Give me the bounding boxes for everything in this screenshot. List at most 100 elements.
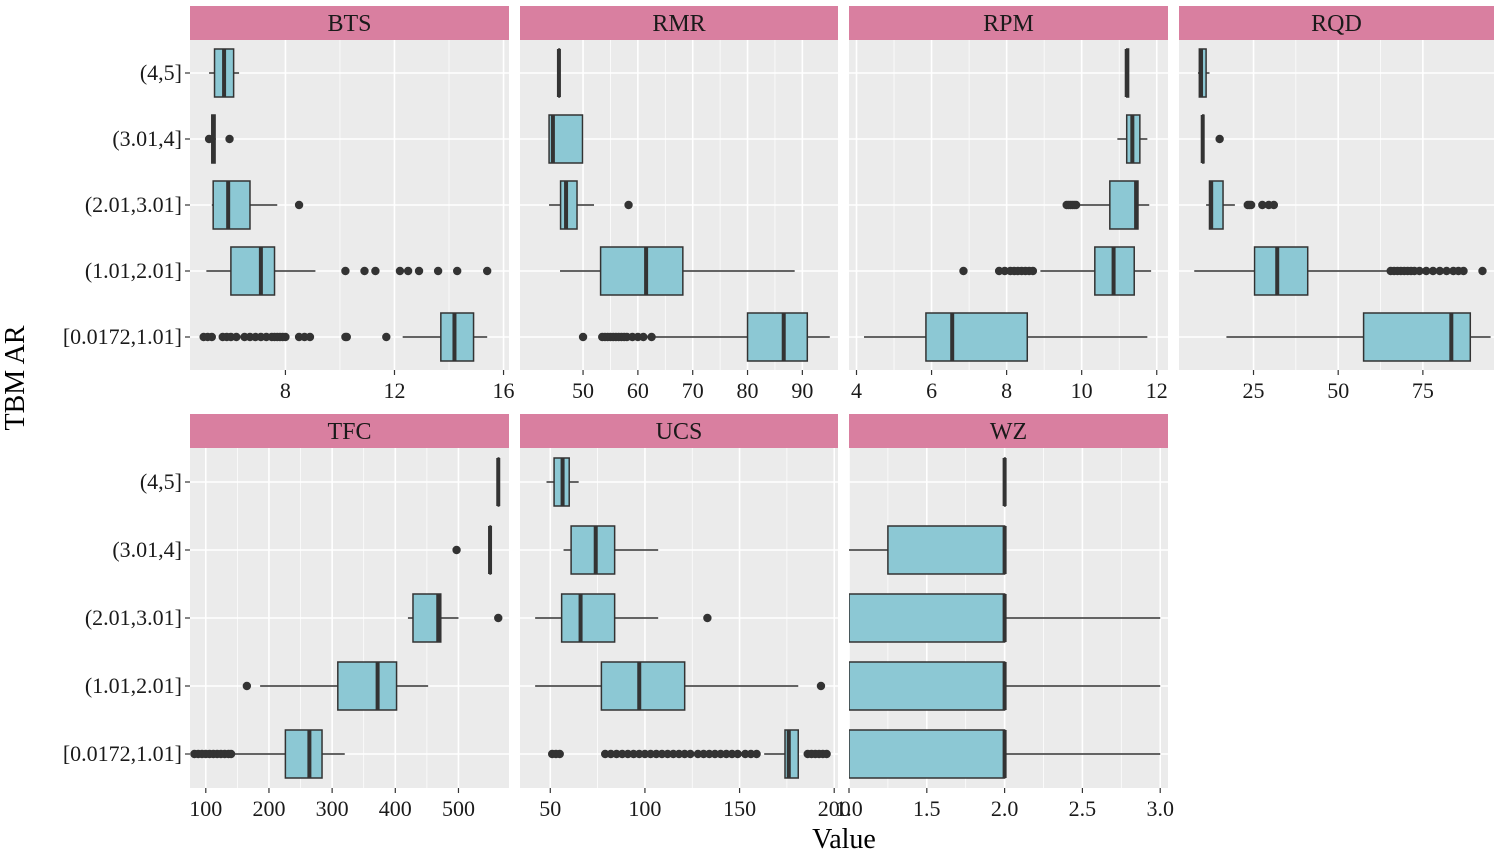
box-iqr xyxy=(570,525,616,575)
box-iqr xyxy=(560,593,616,643)
outlier-point xyxy=(959,266,968,276)
strip-rpm xyxy=(849,6,1168,40)
boxplot-rpm-1 xyxy=(959,246,1152,296)
boxplot-wz-1 xyxy=(849,661,1161,711)
y-tick-label: [0.0172,1.01] xyxy=(63,741,182,766)
boxplot-rqd-0 xyxy=(1226,312,1491,362)
y-tick-label: (2.01,3.01] xyxy=(85,605,182,630)
x-tick-label: 2.0 xyxy=(991,796,1019,821)
x-tick-label: 12 xyxy=(383,378,405,403)
outlier-point xyxy=(624,200,633,210)
box-iqr xyxy=(599,246,684,296)
box-iqr xyxy=(212,180,251,230)
strip-wz xyxy=(849,414,1168,448)
boxplot-wz-4 xyxy=(1002,457,1007,507)
box-iqr xyxy=(849,729,1006,779)
outlier-point xyxy=(1478,266,1487,276)
outlier-point xyxy=(482,266,492,276)
box-iqr xyxy=(559,180,578,230)
outlier-point xyxy=(816,681,826,691)
x-tick-label: 25 xyxy=(1243,378,1265,403)
outlier-point xyxy=(578,332,588,342)
outlier-point xyxy=(281,332,290,342)
outlier-point xyxy=(494,613,503,623)
strip-rmr xyxy=(520,6,838,40)
x-tick-label: 50 xyxy=(1327,378,1349,403)
outlier-point xyxy=(342,332,351,342)
box-iqr xyxy=(440,312,475,362)
box-iqr xyxy=(337,661,398,711)
x-tick-label: 1.0 xyxy=(835,796,863,821)
y-tick-label: (3.01,4] xyxy=(112,126,182,151)
outlier-point xyxy=(242,681,252,691)
outlier-point xyxy=(371,266,380,276)
boxplot-ucs-1 xyxy=(535,661,826,711)
strip-ucs xyxy=(520,414,838,448)
outlier-point xyxy=(647,332,656,342)
outlier-point xyxy=(1215,134,1224,144)
panel-rqd: RQD 25 50 75 xyxy=(1179,6,1494,403)
strip-bts xyxy=(190,6,509,40)
box-iqr xyxy=(412,593,442,643)
outlier-point xyxy=(1028,266,1038,276)
box-iqr xyxy=(887,525,1006,575)
marks-group xyxy=(1194,48,1491,362)
x-tick-label: 12 xyxy=(1146,378,1168,403)
x-tick-label: 16 xyxy=(493,378,515,403)
x-tick-label: 3.0 xyxy=(1146,796,1174,821)
box-iqr xyxy=(284,729,323,779)
box-iqr xyxy=(1109,180,1139,230)
y-axis-title: TBM AR xyxy=(0,325,31,430)
boxplot-rpm-0 xyxy=(864,312,1148,362)
outlier-point xyxy=(305,332,315,342)
box-iqr xyxy=(1253,246,1309,296)
strip-label: UCS xyxy=(656,419,703,445)
marks-group xyxy=(849,457,1161,779)
x-tick-label: 80 xyxy=(737,378,759,403)
x-tick-label: 200 xyxy=(818,796,851,821)
outlier-point xyxy=(555,749,564,759)
x-tick-label: 10 xyxy=(1071,378,1093,403)
y-tick-label: (4,5] xyxy=(140,469,182,494)
x-axis-title: Value xyxy=(812,824,876,854)
marks-group xyxy=(548,48,830,362)
y-tick-label: [0.0172,1.01] xyxy=(63,324,182,349)
x-tick-label: 50 xyxy=(539,796,561,821)
marks-group xyxy=(535,457,831,779)
outlier-point xyxy=(382,332,391,342)
x-tick-label: 300 xyxy=(316,796,349,821)
outlier-point xyxy=(752,749,761,759)
strip-tfc xyxy=(190,414,509,448)
x-tick-label: 500 xyxy=(442,796,475,821)
outlier-point xyxy=(403,266,413,276)
boxplot-tfc-4 xyxy=(496,457,501,507)
marks-group xyxy=(199,48,492,362)
marks-group xyxy=(864,48,1152,362)
outlier-point xyxy=(1269,200,1279,210)
boxplot-wz-0 xyxy=(849,729,1161,779)
boxplot-bts-3 xyxy=(204,114,234,164)
box-iqr xyxy=(849,593,1006,643)
x-tick-label: 400 xyxy=(379,796,412,821)
outlier-point xyxy=(1442,266,1451,276)
boxplot-rqd-1 xyxy=(1194,246,1487,296)
boxplot-rmr-1 xyxy=(560,246,795,296)
x-tick-label: 200 xyxy=(252,796,285,821)
outlier-point xyxy=(703,613,712,623)
outlier-point xyxy=(452,266,462,276)
boxplot-bts-0 xyxy=(199,312,488,362)
boxplot-bts-1 xyxy=(206,246,492,296)
outlier-point xyxy=(822,749,831,759)
outlier-point xyxy=(341,266,350,276)
outlier-point xyxy=(1422,266,1431,276)
box-iqr xyxy=(1362,312,1472,362)
outlier-point xyxy=(360,266,369,276)
x-tick-label: 70 xyxy=(682,378,704,403)
y-tick-label: (1.01,2.01] xyxy=(85,673,182,698)
strip-label: WZ xyxy=(990,419,1027,445)
boxplot-rmr-0 xyxy=(578,312,830,362)
panel-rmr: RMR 50 60 70 80 90 xyxy=(520,6,838,403)
boxplot-rpm-4 xyxy=(1124,48,1130,98)
box-iqr xyxy=(230,246,276,296)
